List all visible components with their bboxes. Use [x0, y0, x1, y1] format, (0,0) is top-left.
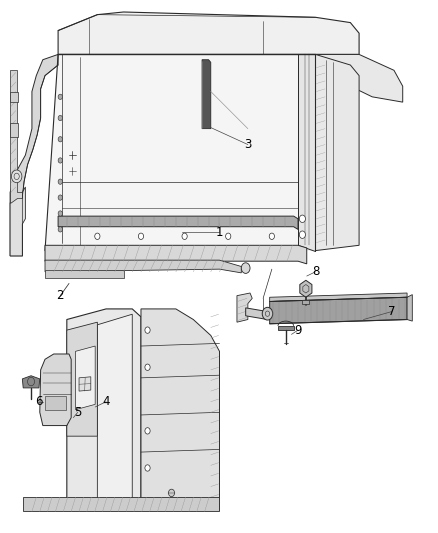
- Circle shape: [58, 136, 62, 142]
- Polygon shape: [58, 216, 297, 229]
- Polygon shape: [45, 245, 306, 264]
- Circle shape: [241, 263, 250, 273]
- Polygon shape: [10, 70, 22, 203]
- Circle shape: [138, 233, 143, 239]
- Polygon shape: [45, 54, 315, 251]
- Circle shape: [168, 489, 174, 497]
- Polygon shape: [245, 308, 267, 319]
- Polygon shape: [237, 293, 252, 322]
- Polygon shape: [10, 309, 228, 521]
- Circle shape: [261, 308, 272, 320]
- Circle shape: [95, 233, 100, 239]
- Text: 2: 2: [57, 289, 64, 302]
- Circle shape: [182, 233, 187, 239]
- Text: 8: 8: [311, 265, 318, 278]
- Text: 5: 5: [74, 406, 81, 419]
- Polygon shape: [269, 293, 406, 302]
- Polygon shape: [315, 54, 402, 102]
- Text: 7: 7: [387, 305, 395, 318]
- Polygon shape: [10, 187, 25, 256]
- Polygon shape: [406, 295, 411, 321]
- Polygon shape: [58, 12, 358, 54]
- Polygon shape: [299, 280, 311, 297]
- Text: 6: 6: [35, 395, 42, 408]
- Circle shape: [58, 227, 62, 232]
- Polygon shape: [10, 92, 18, 102]
- Text: 4: 4: [102, 395, 110, 408]
- Polygon shape: [297, 54, 315, 251]
- Circle shape: [58, 94, 62, 100]
- Polygon shape: [10, 54, 58, 256]
- Polygon shape: [75, 346, 95, 410]
- Circle shape: [58, 211, 62, 216]
- Polygon shape: [22, 376, 40, 388]
- Circle shape: [58, 158, 62, 163]
- Circle shape: [145, 327, 150, 333]
- Polygon shape: [23, 497, 219, 512]
- Polygon shape: [79, 377, 91, 391]
- Circle shape: [299, 215, 305, 222]
- Circle shape: [58, 115, 62, 120]
- Polygon shape: [45, 397, 66, 410]
- Circle shape: [58, 179, 62, 184]
- Circle shape: [11, 170, 22, 183]
- Text: 9: 9: [293, 324, 301, 337]
- Polygon shape: [269, 297, 406, 324]
- Circle shape: [145, 465, 150, 471]
- Circle shape: [58, 195, 62, 200]
- Polygon shape: [67, 322, 97, 436]
- Polygon shape: [45, 260, 241, 273]
- Circle shape: [225, 233, 230, 239]
- Polygon shape: [10, 123, 18, 136]
- Circle shape: [299, 231, 305, 238]
- Circle shape: [145, 427, 150, 434]
- Polygon shape: [40, 354, 71, 425]
- Polygon shape: [201, 60, 210, 128]
- Text: 1: 1: [215, 225, 223, 239]
- Polygon shape: [141, 309, 219, 511]
- Polygon shape: [1, 2, 437, 256]
- Polygon shape: [67, 309, 141, 511]
- Polygon shape: [97, 314, 132, 500]
- Circle shape: [268, 233, 274, 239]
- Circle shape: [145, 364, 150, 370]
- Polygon shape: [45, 270, 123, 278]
- Polygon shape: [277, 326, 293, 329]
- Polygon shape: [315, 54, 358, 251]
- Text: 3: 3: [244, 138, 251, 151]
- Polygon shape: [302, 301, 309, 304]
